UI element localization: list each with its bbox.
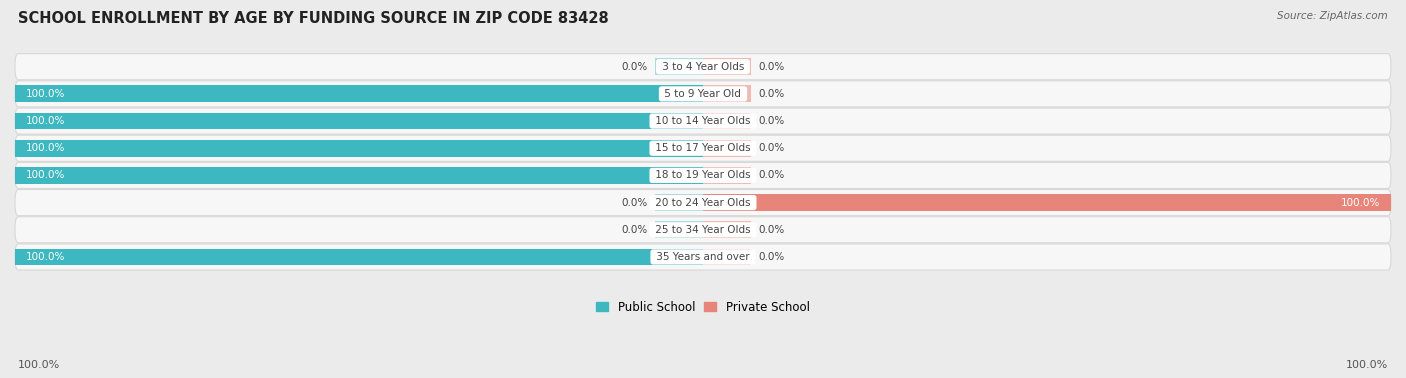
Bar: [703, 140, 751, 156]
FancyBboxPatch shape: [15, 135, 1391, 161]
Text: 100.0%: 100.0%: [1341, 198, 1381, 208]
Bar: [703, 58, 751, 75]
Text: Source: ZipAtlas.com: Source: ZipAtlas.com: [1277, 11, 1388, 21]
Text: 0.0%: 0.0%: [758, 170, 785, 180]
FancyBboxPatch shape: [15, 54, 1391, 80]
FancyBboxPatch shape: [15, 81, 1391, 107]
Bar: [703, 113, 751, 130]
FancyBboxPatch shape: [15, 217, 1391, 243]
FancyBboxPatch shape: [15, 108, 1391, 134]
FancyBboxPatch shape: [15, 244, 1391, 270]
Bar: [703, 248, 751, 265]
Bar: [703, 194, 1391, 211]
Text: 0.0%: 0.0%: [758, 252, 785, 262]
Text: 100.0%: 100.0%: [18, 361, 60, 370]
Text: 15 to 17 Year Olds: 15 to 17 Year Olds: [652, 143, 754, 153]
Text: 0.0%: 0.0%: [621, 225, 648, 235]
Text: 100.0%: 100.0%: [25, 116, 65, 126]
Text: 10 to 14 Year Olds: 10 to 14 Year Olds: [652, 116, 754, 126]
Text: 0.0%: 0.0%: [758, 89, 785, 99]
Bar: [703, 222, 751, 238]
Bar: [15, 167, 703, 184]
Text: 20 to 24 Year Olds: 20 to 24 Year Olds: [652, 198, 754, 208]
Bar: [15, 85, 703, 102]
FancyBboxPatch shape: [15, 189, 1391, 215]
Bar: [15, 113, 703, 130]
Bar: [703, 167, 751, 184]
Bar: [655, 222, 703, 238]
Bar: [15, 248, 703, 265]
Text: 3 to 4 Year Olds: 3 to 4 Year Olds: [658, 62, 748, 72]
Text: 35 Years and over: 35 Years and over: [652, 252, 754, 262]
FancyBboxPatch shape: [15, 163, 1391, 189]
Legend: Public School, Private School: Public School, Private School: [592, 296, 814, 318]
Text: 18 to 19 Year Olds: 18 to 19 Year Olds: [652, 170, 754, 180]
Text: 0.0%: 0.0%: [758, 225, 785, 235]
Text: 100.0%: 100.0%: [25, 252, 65, 262]
Text: 100.0%: 100.0%: [25, 143, 65, 153]
Text: 0.0%: 0.0%: [621, 62, 648, 72]
Text: 0.0%: 0.0%: [758, 62, 785, 72]
Bar: [703, 85, 751, 102]
Text: 25 to 34 Year Olds: 25 to 34 Year Olds: [652, 225, 754, 235]
Bar: [655, 58, 703, 75]
Text: 0.0%: 0.0%: [758, 143, 785, 153]
Text: 0.0%: 0.0%: [758, 116, 785, 126]
Text: 100.0%: 100.0%: [25, 170, 65, 180]
Text: SCHOOL ENROLLMENT BY AGE BY FUNDING SOURCE IN ZIP CODE 83428: SCHOOL ENROLLMENT BY AGE BY FUNDING SOUR…: [18, 11, 609, 26]
Text: 0.0%: 0.0%: [621, 198, 648, 208]
Text: 5 to 9 Year Old: 5 to 9 Year Old: [661, 89, 745, 99]
Bar: [655, 194, 703, 211]
Text: 100.0%: 100.0%: [1346, 361, 1388, 370]
Text: 100.0%: 100.0%: [25, 89, 65, 99]
Bar: [15, 140, 703, 156]
